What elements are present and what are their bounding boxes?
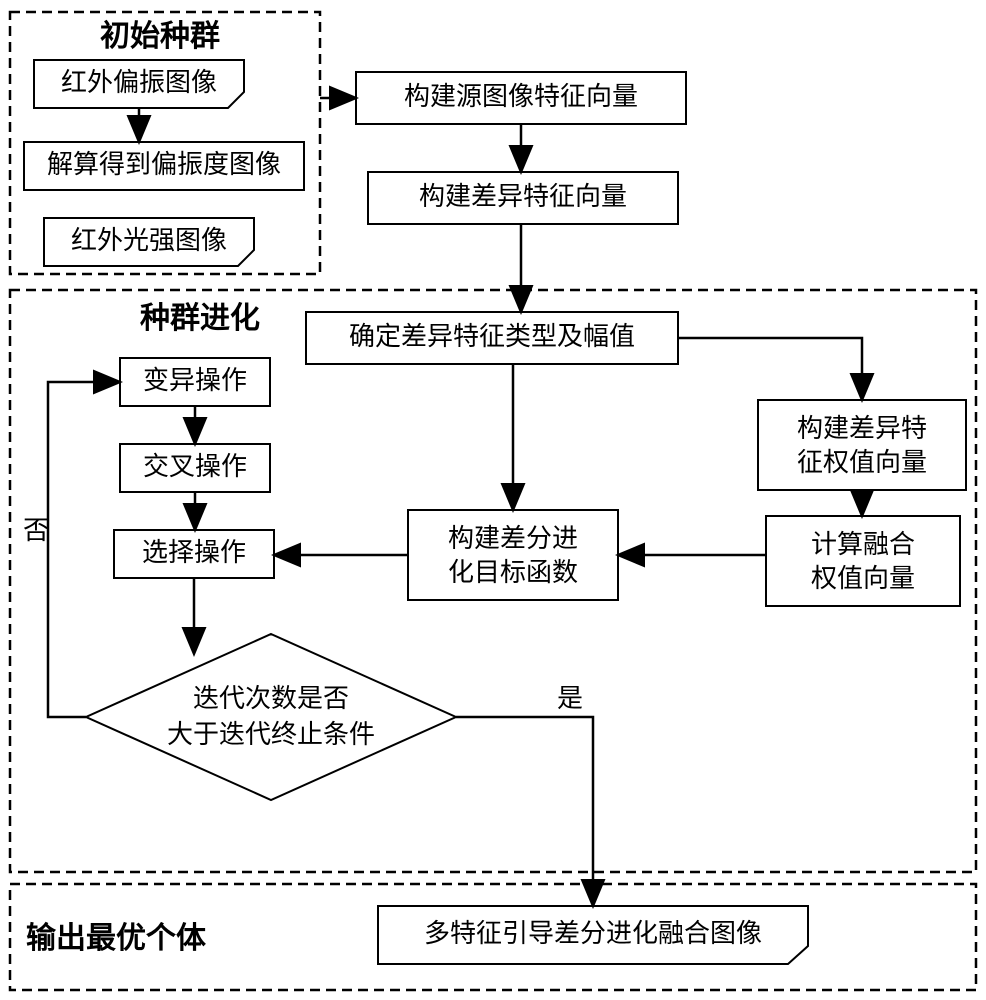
node-polar-image: 红外偏振图像 [34, 60, 244, 108]
node-weight-vector-line2: 征权值向量 [797, 447, 927, 477]
node-objective-line1: 构建差分进 [448, 523, 578, 553]
node-objective-line2: 化目标函数 [448, 557, 578, 587]
group-initial-label: 初始种群 [100, 20, 220, 53]
node-intensity-image-label: 红外光强图像 [71, 225, 227, 255]
edge-decision-yes-to-result [456, 717, 593, 904]
node-weight-vector-line1: 构建差异特 [797, 413, 927, 443]
node-build-src-vector-label: 构建源图像特征向量 [404, 81, 638, 111]
node-solve-polar-label: 解算得到偏振度图像 [47, 149, 281, 179]
node-polar-image-label: 红外偏振图像 [61, 67, 217, 97]
node-result-label: 多特征引导差分进化融合图像 [424, 918, 762, 948]
node-solve-polar: 解算得到偏振度图像 [24, 142, 304, 190]
node-mutation-label: 变异操作 [143, 365, 247, 395]
edge-decision-no-to-mutation [48, 382, 118, 717]
node-intensity-image: 红外光强图像 [44, 218, 254, 266]
node-decision: 迭代次数是否 大于迭代终止条件 [86, 634, 456, 800]
node-objective: 构建差分进 化目标函数 [408, 510, 618, 600]
node-weight-vector: 构建差异特 征权值向量 [758, 400, 966, 490]
node-build-diff-vector: 构建差异特征向量 [368, 172, 678, 224]
node-crossover: 交叉操作 [120, 444, 270, 492]
node-build-diff-vector-label: 构建差异特征向量 [419, 181, 627, 211]
node-selection: 选择操作 [114, 530, 274, 578]
group-output-label: 输出最优个体 [26, 922, 207, 955]
node-decision-line2: 大于迭代终止条件 [167, 719, 375, 749]
node-calc-weight-line1: 计算融合 [811, 529, 915, 559]
edge-no-label: 否 [23, 515, 49, 545]
group-evolution-label: 种群进化 [140, 302, 260, 335]
edge-determine-to-weightvec [678, 338, 862, 398]
node-calc-weight-line2: 权值向量 [811, 563, 915, 593]
node-selection-label: 选择操作 [142, 537, 246, 567]
node-determine-diff-label: 确定差异特征类型及幅值 [349, 321, 635, 351]
node-calc-weight: 计算融合 权值向量 [766, 516, 960, 606]
node-build-src-vector: 构建源图像特征向量 [356, 72, 686, 124]
node-determine-diff: 确定差异特征类型及幅值 [306, 312, 678, 364]
node-mutation: 变异操作 [120, 358, 270, 406]
edge-yes-label: 是 [557, 683, 583, 713]
node-decision-line1: 迭代次数是否 [193, 683, 349, 713]
node-result: 多特征引导差分进化融合图像 [378, 906, 808, 964]
node-crossover-label: 交叉操作 [143, 451, 247, 481]
